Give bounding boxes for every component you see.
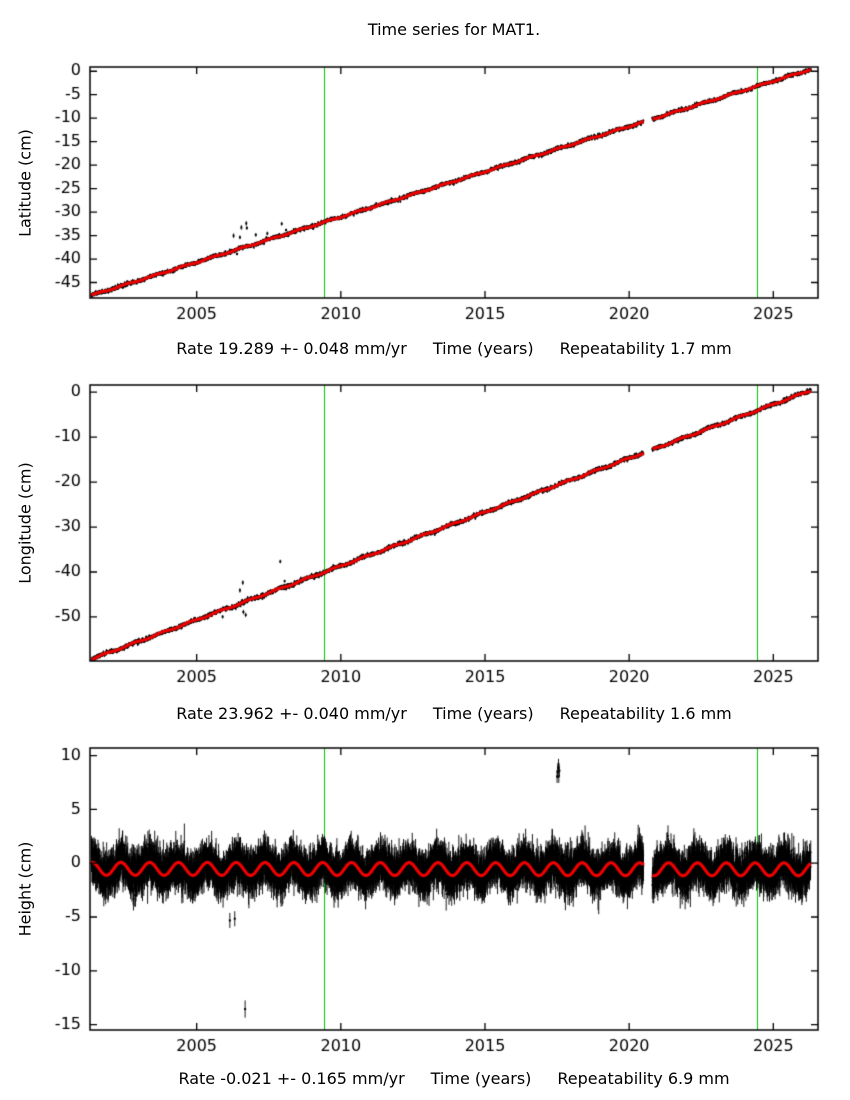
height-rate-label: Rate -0.021 +- 0.165 mm/yr <box>178 1069 405 1088</box>
latitude-caption: Rate 19.289 +- 0.048 mm/yr Time (years) … <box>90 339 818 358</box>
height-repeatability-label: Repeatability 6.9 mm <box>557 1069 730 1088</box>
longitude-time-axis-label: Time (years) <box>432 704 534 723</box>
latitude-rate-label: Rate 19.289 +- 0.048 mm/yr <box>176 339 407 358</box>
latitude-axis-label: Latitude (cm) <box>15 129 35 237</box>
latitude-time-axis-label: Time (years) <box>432 339 534 358</box>
longitude-repeatability-label: Repeatability 1.6 mm <box>559 704 732 723</box>
height-caption: Rate -0.021 +- 0.165 mm/yr Time (years) … <box>90 1069 818 1088</box>
longitude-axis-label: Longitude (cm) <box>15 462 35 584</box>
height-time-axis-label: Time (years) <box>430 1069 532 1088</box>
latitude-repeatability-label: Repeatability 1.7 mm <box>559 339 732 358</box>
longitude-rate-label: Rate 23.962 +- 0.040 mm/yr <box>176 704 407 723</box>
longitude-caption: Rate 23.962 +- 0.040 mm/yr Time (years) … <box>90 704 818 723</box>
chart-title: Time series for MAT1. <box>367 20 541 39</box>
height-axis-label: Height (cm) <box>15 841 35 937</box>
